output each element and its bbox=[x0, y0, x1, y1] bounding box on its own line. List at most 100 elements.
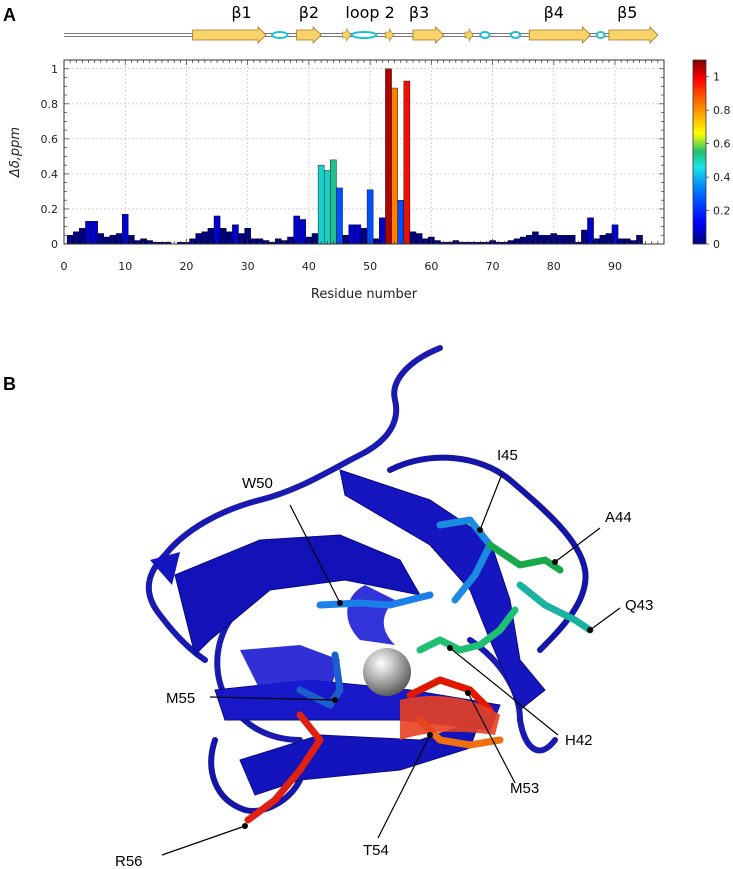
beta-strand-arrow bbox=[412, 26, 445, 44]
callout-line bbox=[554, 527, 601, 563]
secondary-structure-label: β1 bbox=[231, 3, 251, 22]
callout-dot bbox=[447, 645, 453, 651]
y-tick-label: 1 bbox=[51, 63, 58, 76]
bar bbox=[91, 221, 98, 245]
x-tick-label: 60 bbox=[424, 260, 438, 273]
bar bbox=[336, 187, 343, 245]
residue-label: M55 bbox=[166, 690, 195, 707]
y-tick-label: 0 bbox=[51, 238, 58, 251]
beta-strand-arrow bbox=[296, 26, 322, 44]
metal-ion-sphere bbox=[363, 648, 411, 696]
bar bbox=[403, 80, 411, 245]
residue-label: I45 bbox=[497, 447, 518, 464]
x-tick-label: 90 bbox=[608, 260, 622, 273]
short-strand-arrow bbox=[342, 28, 351, 42]
beta-strand-arrow bbox=[192, 26, 267, 44]
bar bbox=[330, 159, 337, 245]
y-axis-title: Δδ,ppm bbox=[8, 127, 23, 178]
residue-label: H42 bbox=[565, 732, 593, 749]
x-tick-label: 50 bbox=[363, 260, 377, 273]
beta-sheets bbox=[150, 469, 546, 796]
x-tick-label: 30 bbox=[241, 260, 255, 273]
bar bbox=[317, 164, 325, 245]
bar bbox=[391, 87, 398, 245]
secondary-structure-label: β4 bbox=[544, 3, 564, 22]
secondary-structure-label: β3 bbox=[409, 3, 429, 22]
colorbar-tick-label: 0.8 bbox=[713, 104, 731, 117]
chart-bars bbox=[66, 68, 643, 245]
secondary-structure-label: loop 2 bbox=[345, 3, 394, 22]
x-tick-label: 80 bbox=[547, 260, 561, 273]
helix-marker bbox=[479, 31, 491, 39]
colorbar-scale bbox=[692, 59, 707, 245]
bar bbox=[293, 215, 300, 245]
callout-line bbox=[479, 473, 503, 531]
beta-strand-arrow bbox=[528, 26, 592, 44]
colorbar-tick-label: 0.4 bbox=[713, 171, 731, 184]
chart-grid bbox=[64, 60, 664, 244]
bar bbox=[397, 199, 404, 245]
bar-chart: 0 10 20 30 40 50 60 70 80 90 0 0.2 0.4 0.6 0.8 1 Residu… bbox=[8, 59, 665, 302]
axis-ticks: 0 10 20 30 40 50 60 70 80 90 0 0.2 0.4 0.6 0.8 1 bbox=[41, 60, 665, 273]
short-strand-arrow bbox=[464, 28, 474, 42]
secondary-structure-track: β1 β2 loop 2 β3 β4 β5 bbox=[64, 3, 659, 44]
helix-marker bbox=[509, 31, 522, 39]
bar bbox=[366, 189, 374, 245]
y-tick-label: 0.2 bbox=[41, 203, 59, 216]
colorbar-tick-label: 0.2 bbox=[713, 205, 731, 218]
y-tick-label: 0.4 bbox=[41, 168, 59, 181]
short-strand-arrow bbox=[385, 28, 394, 42]
callout-line bbox=[209, 696, 336, 701]
x-axis-title: Residue number bbox=[311, 287, 418, 302]
residue-label: M53 bbox=[510, 780, 539, 797]
helix-marker bbox=[350, 31, 378, 39]
y-tick-label: 0.8 bbox=[41, 98, 59, 111]
callout-line bbox=[467, 692, 516, 784]
bar bbox=[299, 219, 307, 245]
colorbar-tick-label: 0.6 bbox=[713, 138, 731, 151]
residue-label: A44 bbox=[605, 509, 632, 526]
secondary-structure-label: β5 bbox=[617, 3, 637, 22]
beta-strand-arrow bbox=[608, 26, 659, 44]
panel-label-b: B bbox=[3, 374, 16, 394]
x-tick-label: 0 bbox=[61, 260, 68, 273]
secondary-structure-label: β2 bbox=[299, 3, 319, 22]
callout-dot bbox=[427, 732, 433, 738]
residue-label: W50 bbox=[242, 475, 273, 492]
side-chains bbox=[244, 516, 594, 824]
helix-marker bbox=[595, 31, 606, 39]
plot-frame bbox=[63, 59, 665, 245]
callout-dot bbox=[552, 559, 558, 565]
callout-line bbox=[589, 607, 621, 631]
y-tick-label: 0.6 bbox=[41, 133, 59, 146]
callout-dot bbox=[332, 697, 338, 703]
colorbar-tick-label: 1 bbox=[713, 71, 720, 84]
residue-label: R56 bbox=[115, 853, 143, 869]
colorbar-tick-label: 0 bbox=[713, 238, 720, 251]
bar bbox=[85, 221, 92, 245]
bar bbox=[324, 170, 331, 245]
callout-dot bbox=[465, 690, 471, 696]
residue-label: T54 bbox=[363, 842, 389, 859]
x-tick-label: 20 bbox=[179, 260, 193, 273]
x-tick-label: 10 bbox=[118, 260, 132, 273]
helix-marker bbox=[271, 31, 289, 39]
callout-line bbox=[449, 647, 559, 736]
protein-ribbon bbox=[145, 345, 589, 814]
callout-line bbox=[377, 734, 431, 839]
colorbar: 0 0.2 0.4 0.6 0.8 1 bbox=[692, 59, 731, 251]
bar bbox=[385, 68, 392, 245]
callout-dot bbox=[587, 627, 593, 633]
bar bbox=[587, 217, 594, 245]
callout-line bbox=[289, 504, 341, 604]
bar bbox=[379, 217, 386, 245]
panel-label-a: A bbox=[3, 5, 16, 25]
protein-structure: I45 A44 W50 Q43 H42 M55 M53 T54 R56 bbox=[115, 345, 653, 869]
bar bbox=[213, 215, 221, 245]
callout-line bbox=[161, 825, 246, 856]
callout-dot bbox=[242, 823, 248, 829]
callout-dot bbox=[477, 527, 483, 533]
colorbar-ticks: 0 0.2 0.4 0.6 0.8 1 bbox=[706, 71, 731, 251]
residue-callouts: I45 A44 W50 Q43 H42 M55 M53 T54 R56 bbox=[115, 447, 653, 869]
